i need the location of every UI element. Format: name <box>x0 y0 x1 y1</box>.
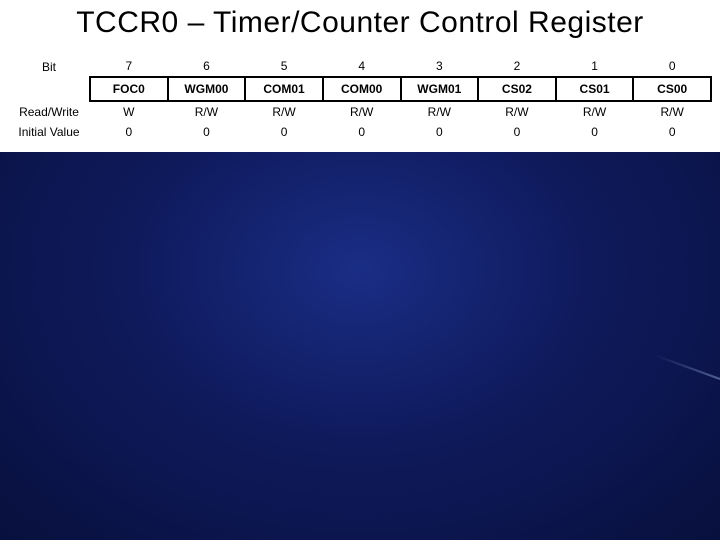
iv-1: 0 <box>556 122 634 142</box>
rw-5: R/W <box>245 101 323 122</box>
rw-4: R/W <box>323 101 401 122</box>
iv-row-label: Initial Value <box>8 122 90 142</box>
decorative-line <box>654 354 720 380</box>
rw-6: R/W <box>168 101 246 122</box>
title-block: TCCR0 – Timer/Counter Control Register <box>0 0 720 50</box>
rw-3: R/W <box>401 101 479 122</box>
read-write-row: Read/Write W R/W R/W R/W R/W R/W R/W R/W <box>8 101 711 122</box>
iv-2: 0 <box>478 122 556 142</box>
rw-7: W <box>90 101 168 122</box>
bit-name-foc0: FOC0 <box>90 77 168 101</box>
rw-row-label: Read/Write <box>8 101 90 122</box>
rw-0: R/W <box>633 101 711 122</box>
bit-col-5: 5 <box>245 56 323 77</box>
bit-name-com01: COM01 <box>245 77 323 101</box>
bit-col-0: 0 <box>633 56 711 77</box>
bit-col-6: 6 <box>168 56 246 77</box>
iv-3: 0 <box>401 122 479 142</box>
bit-col-3: 3 <box>401 56 479 77</box>
iv-4: 0 <box>323 122 401 142</box>
iv-6: 0 <box>168 122 246 142</box>
initial-value-row: Initial Value 0 0 0 0 0 0 0 0 <box>8 122 711 142</box>
rw-1: R/W <box>556 101 634 122</box>
rw-2: R/W <box>478 101 556 122</box>
bit-number-row: Bit 7 6 5 4 3 2 1 0 <box>8 56 711 77</box>
bit-name-row: FOC0 WGM00 COM01 COM00 WGM01 CS02 CS01 C… <box>8 77 711 101</box>
register-panel: Bit 7 6 5 4 3 2 1 0 FOC0 WGM00 COM01 COM… <box>0 50 720 152</box>
bit-name-cs02: CS02 <box>478 77 556 101</box>
bit-col-7: 7 <box>90 56 168 77</box>
iv-7: 0 <box>90 122 168 142</box>
bit-col-4: 4 <box>323 56 401 77</box>
bit-row-label: Bit <box>8 56 90 77</box>
bit-name-wgm01: WGM01 <box>401 77 479 101</box>
iv-5: 0 <box>245 122 323 142</box>
name-row-label <box>8 77 90 101</box>
bit-col-1: 1 <box>556 56 634 77</box>
page-title: TCCR0 – Timer/Counter Control Register <box>40 6 680 40</box>
bit-name-wgm00: WGM00 <box>168 77 246 101</box>
bit-col-2: 2 <box>478 56 556 77</box>
bit-name-cs00: CS00 <box>633 77 711 101</box>
bit-name-com00: COM00 <box>323 77 401 101</box>
iv-0: 0 <box>633 122 711 142</box>
bit-name-cs01: CS01 <box>556 77 634 101</box>
register-table: Bit 7 6 5 4 3 2 1 0 FOC0 WGM00 COM01 COM… <box>8 56 712 142</box>
